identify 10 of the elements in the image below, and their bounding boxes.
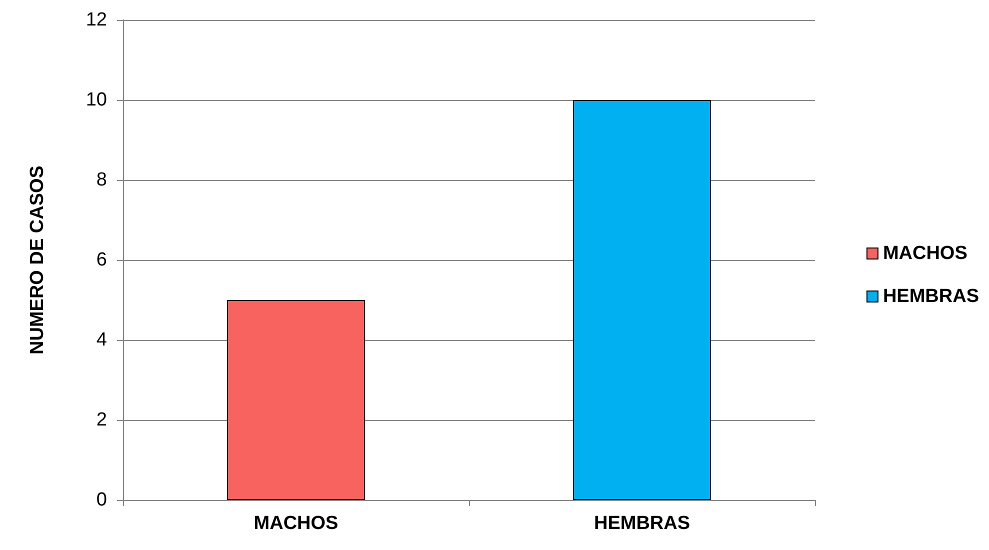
y-tick-label: 6 (96, 250, 107, 270)
legend-label: HEMBRAS (882, 286, 980, 307)
y-tick-label: 0 (96, 490, 107, 510)
y-tick-label: 8 (96, 170, 107, 190)
y-axis-title: NUMERO DE CASOS (27, 166, 48, 354)
y-tick-label: 2 (96, 410, 107, 430)
y-tick-label: 12 (86, 10, 107, 30)
y-tick-label: 4 (96, 330, 108, 350)
y-tick-label: 10 (86, 90, 107, 110)
legend-label: MACHOS (882, 243, 968, 264)
